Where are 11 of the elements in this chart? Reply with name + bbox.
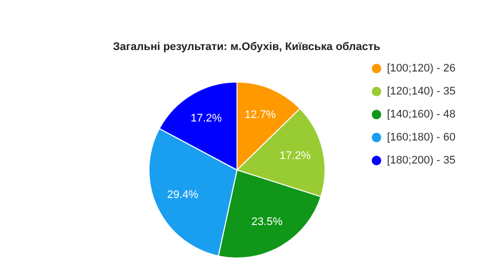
legend-label: [100;120) - 26: [387, 62, 456, 74]
legend-label: [120;140) - 35: [387, 86, 456, 98]
chart-title: Загальні результати: м.Обухів, Київська область: [113, 41, 381, 53]
data-label: 17.2%: [190, 112, 222, 125]
legend-label: [180;200) - 35: [387, 154, 456, 166]
data-label: 23.5%: [251, 216, 283, 228]
data-label: 12.7%: [244, 108, 276, 121]
legend-label: [160;180) - 60: [387, 132, 456, 144]
data-label: 17.2%: [280, 150, 312, 162]
data-label: 29.4%: [167, 189, 199, 202]
legend-label: [140;160) - 48: [387, 108, 456, 120]
